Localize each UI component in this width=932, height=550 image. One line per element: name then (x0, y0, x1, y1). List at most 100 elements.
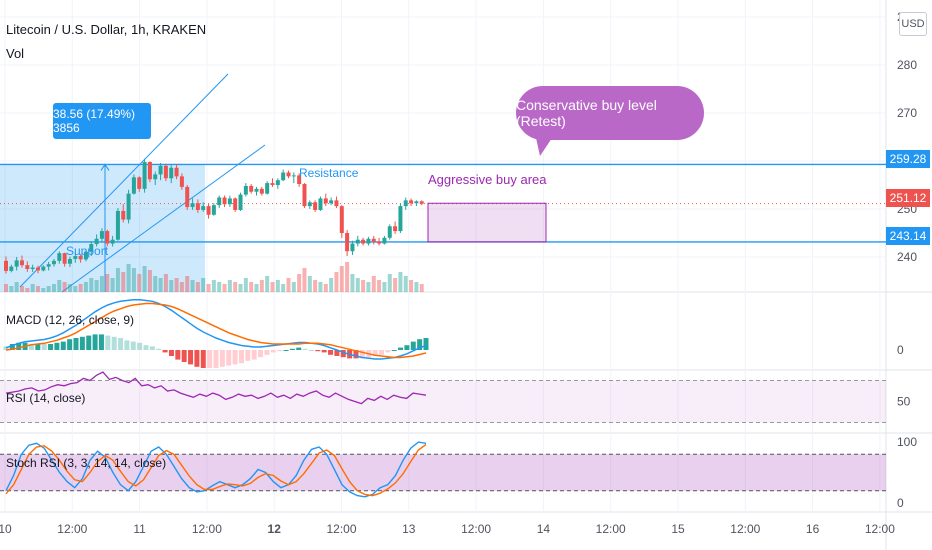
candle-body (83, 251, 88, 260)
volume-bar (126, 264, 131, 292)
candle-body (94, 238, 99, 245)
volume-bar (211, 280, 216, 292)
macd-histogram-bar (16, 342, 22, 350)
volume-bar (115, 268, 120, 292)
volume-bar (46, 286, 51, 292)
candle-body (393, 226, 398, 232)
volume-bar (254, 284, 259, 292)
candle-body (62, 253, 67, 264)
macd-histogram-bar (175, 350, 181, 360)
candle-body (25, 265, 30, 269)
candle-body (398, 206, 403, 232)
candle-body (217, 197, 222, 206)
macd-histogram-bar (156, 348, 162, 350)
volume-bar (195, 282, 200, 292)
currency-button[interactable]: USD (899, 12, 927, 36)
time-axis-tick: 12:00 (326, 522, 356, 536)
volume-bar (238, 284, 243, 292)
volume-bar (201, 278, 206, 292)
time-axis-tick: 16 (806, 522, 820, 536)
macd-histogram-bar (417, 339, 423, 350)
chart-title: Litecoin / U.S. Dollar, 1h, KRAKEN (6, 22, 207, 37)
macd-histogram-bar (130, 341, 136, 350)
candle-body (307, 202, 312, 207)
candle-body (409, 200, 414, 204)
volume-bar (30, 284, 35, 292)
macd-histogram-bar (86, 335, 92, 350)
volume-bar (419, 284, 424, 292)
volume-bar (158, 278, 163, 292)
macd-histogram-bar (181, 350, 187, 362)
candle-body (206, 206, 211, 215)
macd-histogram-bar (149, 346, 155, 350)
candle-body (163, 165, 168, 179)
candle-body (419, 201, 424, 204)
volume-bar (291, 282, 296, 292)
candle-body (99, 231, 104, 239)
candle-body (201, 206, 206, 210)
volume-bar (147, 270, 152, 292)
macd-histogram-bar (79, 336, 85, 350)
price-label-support: 243.14 (886, 227, 930, 245)
macd-histogram-bar (283, 350, 289, 351)
candle-body (57, 253, 62, 261)
volume-bar (121, 272, 126, 292)
volume-bar (393, 278, 398, 292)
macd-histogram-bar (232, 350, 238, 365)
macd-histogram-bar (194, 350, 200, 367)
stoch-rsi-title: Stoch RSI (3, 3, 14, 14, close) (6, 456, 167, 470)
volume-label: Vol (6, 46, 25, 61)
macd-histogram-bar (54, 342, 60, 350)
macd-histogram-bar (28, 344, 34, 350)
volume-bar (323, 284, 328, 292)
macd-histogram-bar (124, 340, 130, 350)
volume-bar (217, 282, 222, 292)
volume-bar (382, 282, 387, 292)
candle-body (238, 194, 243, 210)
volume-bar (249, 282, 254, 292)
candle-body (121, 210, 126, 220)
macd-axis-tick: 0 (897, 343, 904, 357)
volume-bar (179, 282, 184, 292)
stoch-k-line (5, 441, 427, 498)
candle-body (318, 198, 323, 210)
macd-histogram-bar (315, 350, 321, 352)
macd-histogram-bar (277, 350, 283, 352)
volume-bar (350, 274, 355, 292)
macd-signal-line (5, 302, 427, 359)
candle-body (270, 183, 275, 185)
macd-histogram-bar (308, 350, 314, 351)
macd-title: MACD (12, 26, close, 9) (6, 313, 135, 327)
candle-body (339, 206, 344, 233)
macd-histogram-bar (238, 350, 244, 364)
volume-bar (137, 274, 142, 292)
candle-body (19, 260, 24, 266)
candle-body (126, 193, 131, 220)
rsi-axis-tick: 50 (897, 395, 911, 409)
candle-body (190, 203, 195, 208)
macd-histogram-bar (35, 344, 41, 350)
macd-histogram-bar (264, 350, 270, 355)
callout-tail (536, 138, 552, 156)
candle-body (41, 266, 46, 271)
macd-histogram-bar (111, 336, 117, 350)
rsi-line (5, 371, 427, 405)
volume-bar (83, 282, 88, 292)
candle-body (227, 198, 232, 205)
candle-body (323, 198, 328, 204)
macd-histogram-bar (321, 350, 327, 353)
candle-body (185, 186, 190, 208)
candle-body (9, 266, 14, 271)
volume-bar (270, 282, 275, 292)
volume-bar (174, 278, 179, 292)
time-axis-tick: 12:00 (57, 522, 87, 536)
volume-bar (57, 280, 62, 292)
candle-body (46, 264, 51, 267)
macd-histogram-bar (296, 347, 302, 350)
volume-bar (275, 280, 280, 292)
volume-bar (302, 268, 307, 292)
macd-histogram-bar (143, 345, 149, 350)
candle-body (89, 244, 94, 252)
candle-body (110, 239, 115, 244)
